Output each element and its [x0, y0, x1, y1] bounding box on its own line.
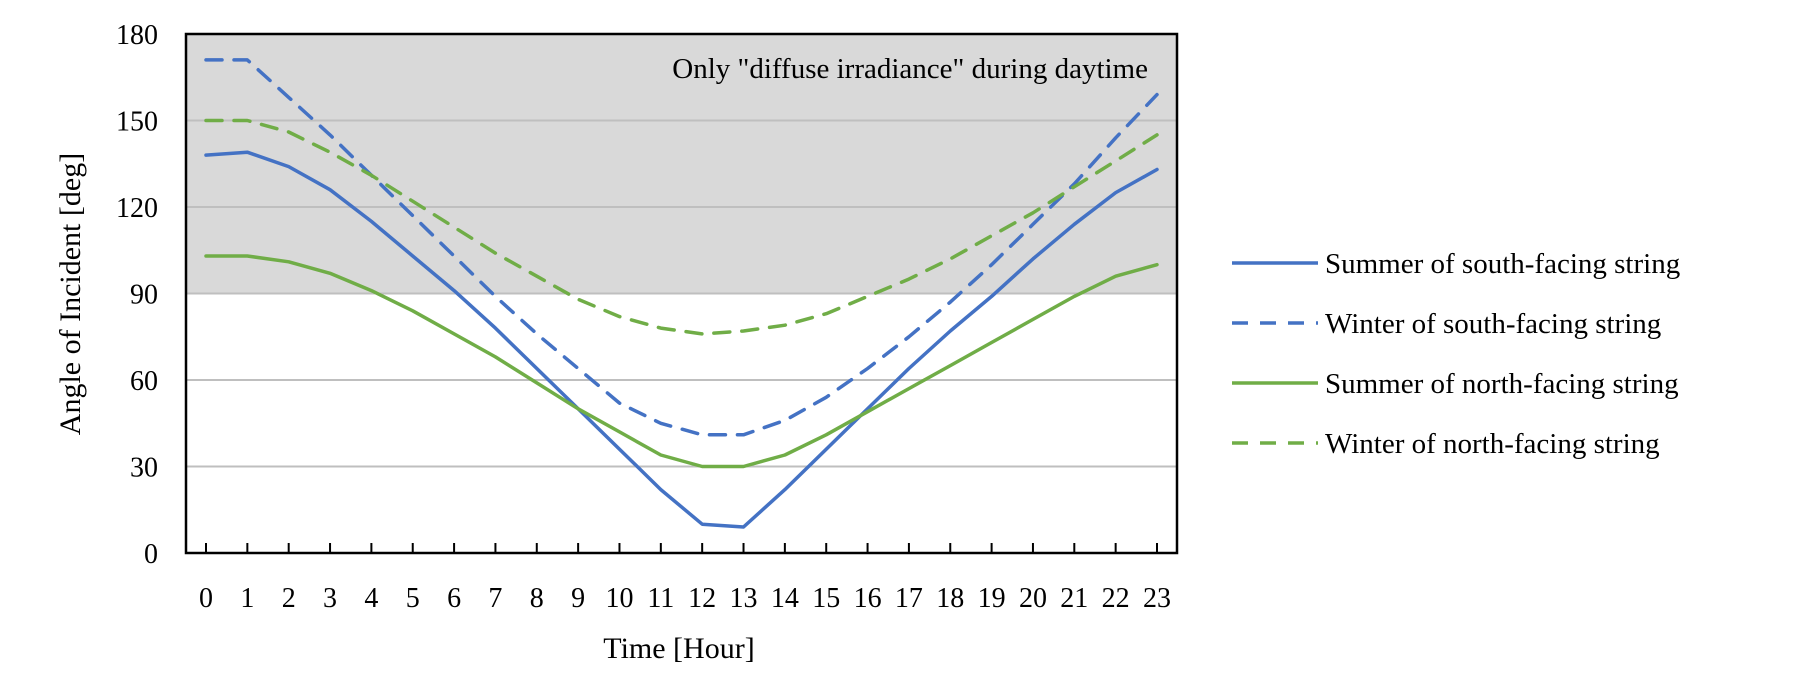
legend: Summer of south-facing string Winter of s…	[1232, 248, 1680, 460]
x-tick-label: 8	[530, 583, 544, 614]
x-tick-label: 4	[364, 583, 378, 614]
x-tick-label: 7	[488, 583, 502, 614]
y-tick-label: 90	[130, 280, 158, 311]
series-line-4	[204, 118, 1159, 336]
series-layer	[204, 58, 1159, 529]
x-tick-label: 15	[812, 583, 840, 614]
series-line-2	[204, 58, 1159, 437]
x-tick-label: 21	[1060, 583, 1088, 614]
x-tick-label: 23	[1143, 583, 1171, 614]
y-axis-title: Angle of Incident [deg]	[54, 153, 87, 435]
legend-label-2: Winter of south-facing string	[1325, 308, 1661, 340]
axes	[184, 32, 1179, 555]
x-tick-label: 13	[730, 583, 758, 614]
series-line-3	[204, 254, 1159, 469]
x-tick-label: 3	[323, 583, 337, 614]
plot-frame	[184, 32, 1179, 555]
x-tick-label: 0	[199, 583, 213, 614]
x-tick-labels: 0 1 2 3 4 5 6 7 8 9 10 11 12 13 14 15 16 17 18 19 20 21 22 23	[199, 583, 1171, 614]
x-tick-label: 1	[240, 583, 254, 614]
x-tick-label: 20	[1019, 583, 1047, 614]
series-line-1	[204, 150, 1159, 529]
x-tick-label: 22	[1102, 583, 1130, 614]
legend-label-1: Summer of south-facing string	[1325, 248, 1680, 280]
x-tick-label: 19	[978, 583, 1006, 614]
legend-label-4: Winter of north-facing string	[1325, 428, 1660, 460]
x-tick-label: 14	[771, 583, 799, 614]
x-tick-label: 12	[688, 583, 716, 614]
x-tick-label: 5	[406, 583, 420, 614]
x-tick-label: 2	[282, 583, 296, 614]
x-axis-title: Time [Hour]	[603, 632, 754, 665]
annotation-text: Only "diffuse irradiance" during daytime	[672, 53, 1148, 85]
x-tick-label: 11	[647, 583, 674, 614]
y-tick-label: 150	[116, 107, 158, 138]
x-tick-label: 6	[447, 583, 461, 614]
y-tick-label: 60	[130, 366, 158, 397]
y-tick-label: 30	[130, 453, 158, 484]
legend-label-3: Summer of north-facing string	[1325, 368, 1679, 400]
x-tick-label: 10	[605, 583, 633, 614]
x-tick-label: 16	[854, 583, 882, 614]
x-tick-label: 18	[936, 583, 964, 614]
x-tick-label: 9	[571, 583, 585, 614]
y-tick-labels: 0 30 60 90 120 150 180	[116, 20, 158, 570]
y-tick-label: 120	[116, 193, 158, 224]
x-tick-label: 17	[895, 583, 923, 614]
y-tick-label: 180	[116, 20, 158, 51]
y-tick-label: 0	[144, 539, 158, 570]
